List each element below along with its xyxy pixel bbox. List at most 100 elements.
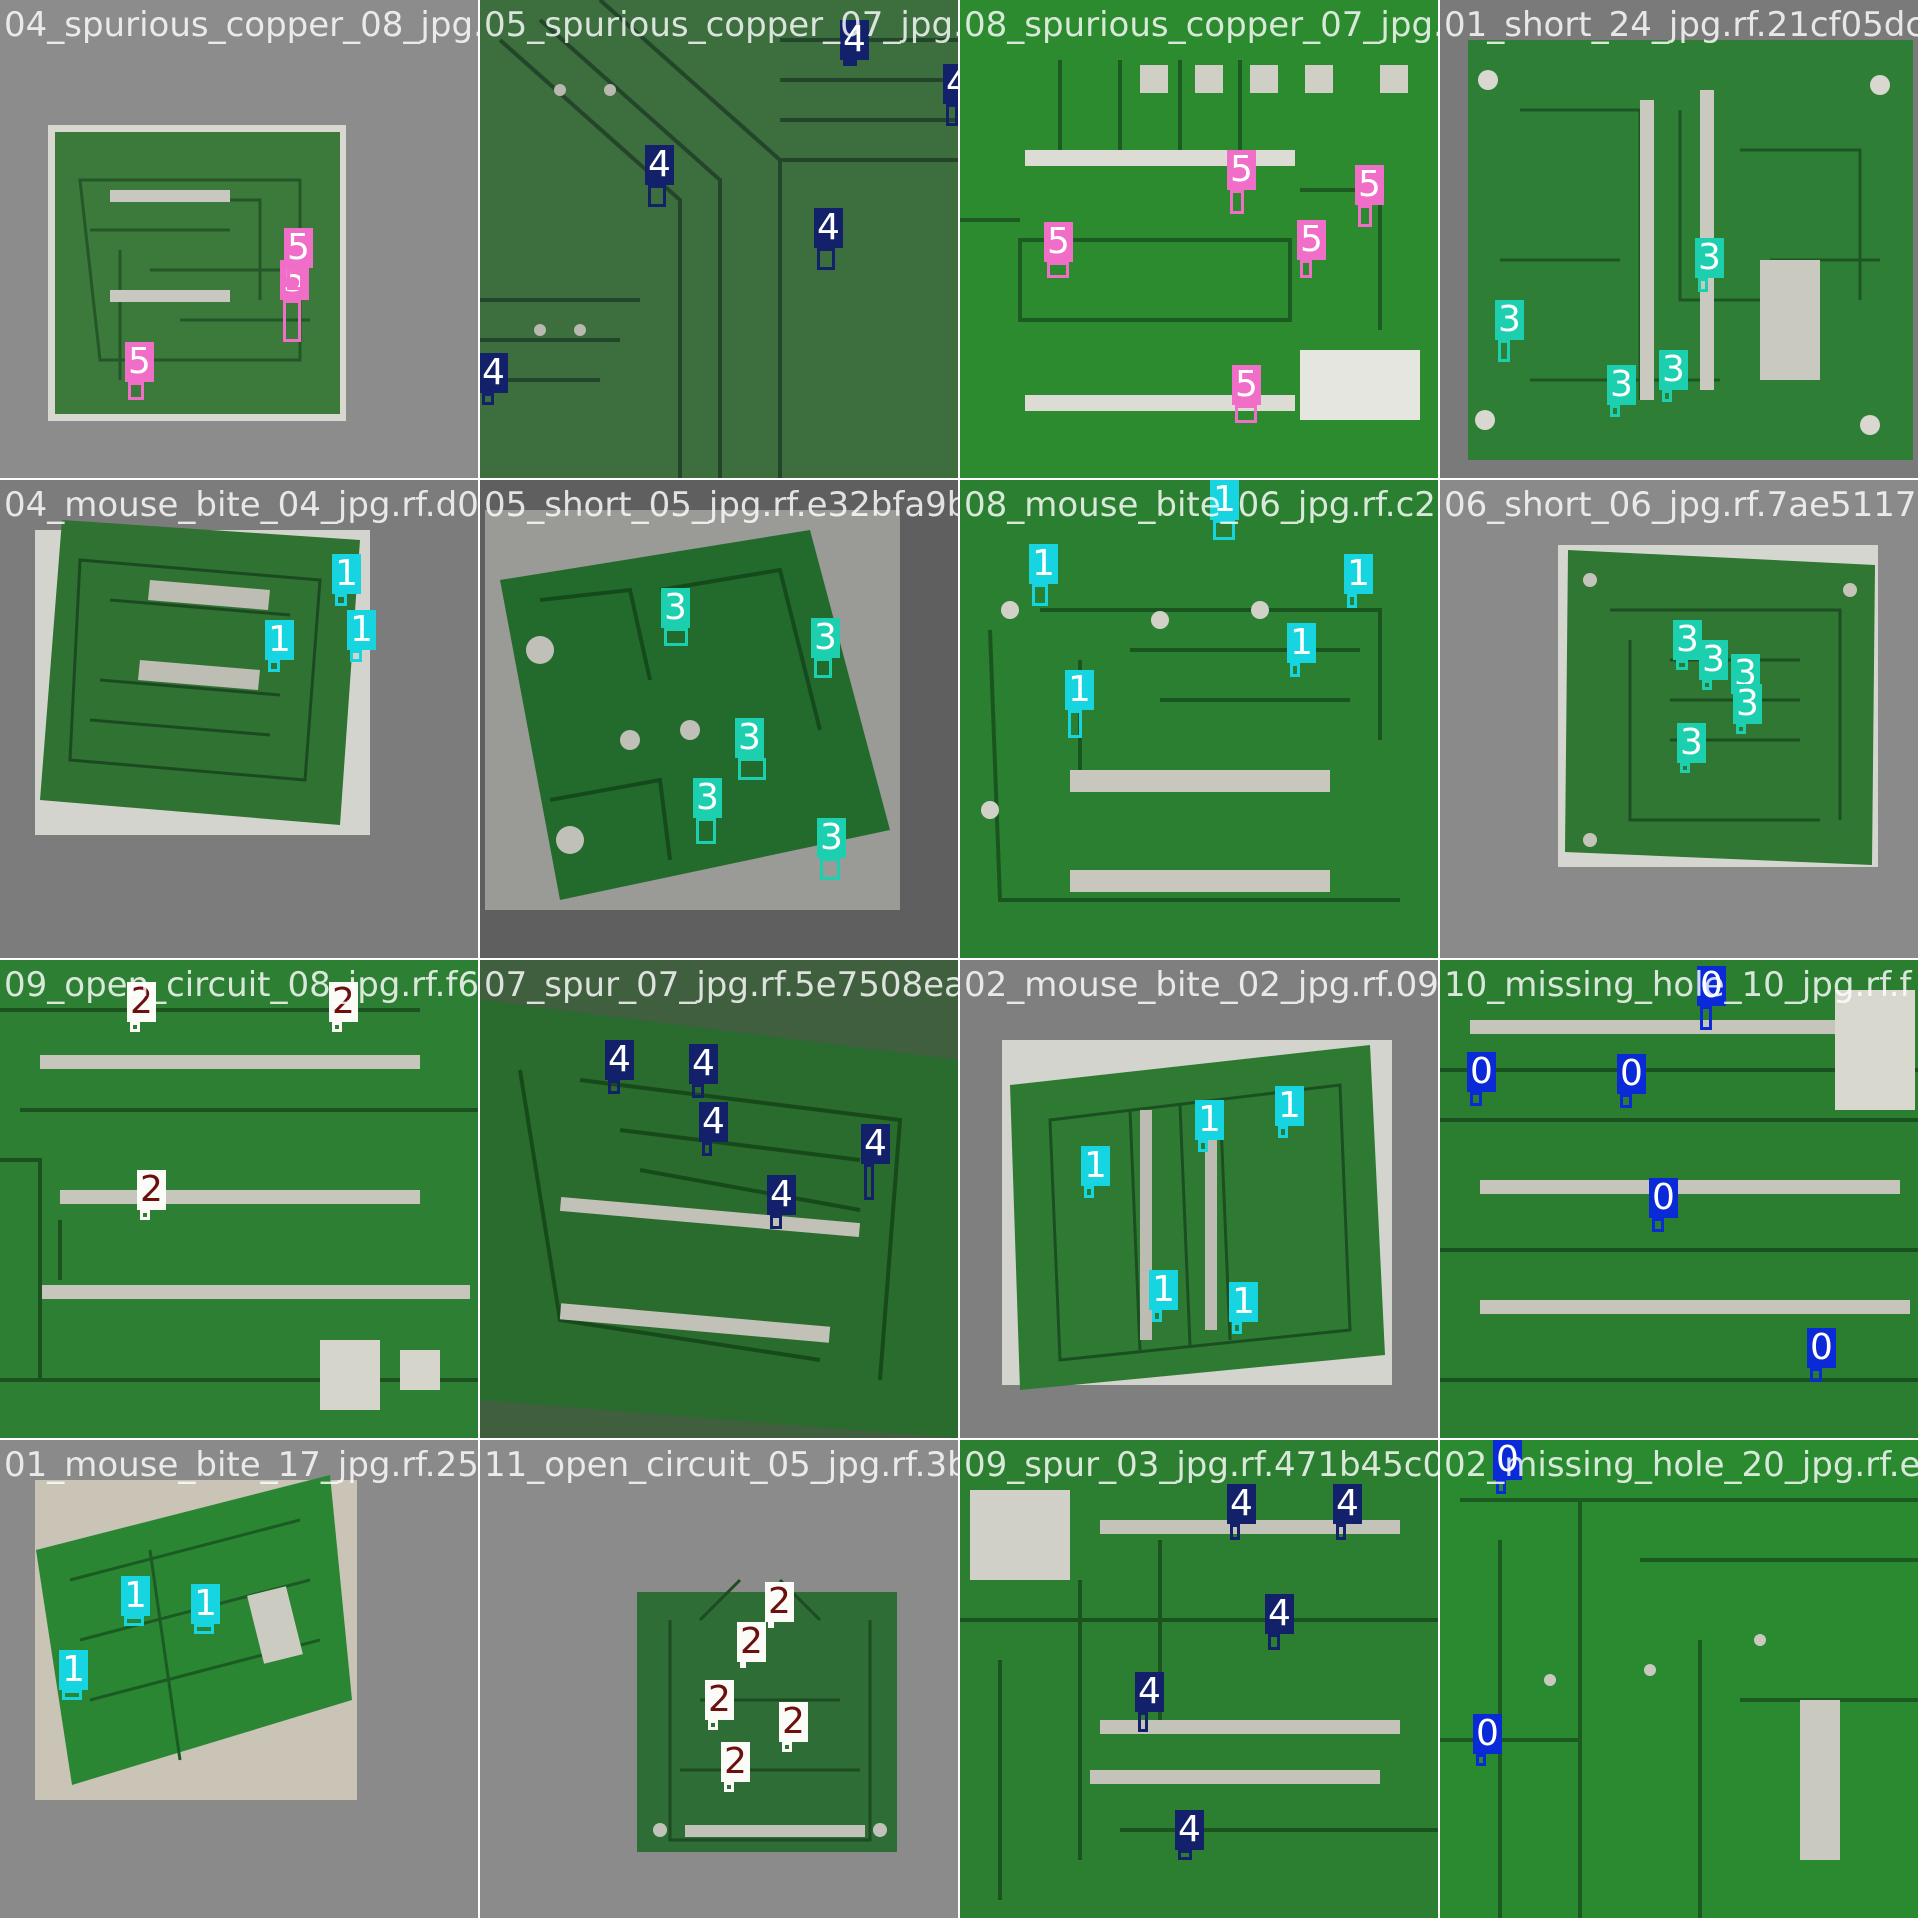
detection-box: 5 xyxy=(280,260,309,342)
class-label: 3 xyxy=(1607,365,1636,405)
class-label: 3 xyxy=(1695,238,1724,278)
class-label: 3 xyxy=(811,618,840,658)
detection-box: 1 xyxy=(1287,623,1316,677)
detection-box: 2 xyxy=(779,1702,808,1752)
tile-9: 07_spur_07_jpg.rf.5e7508ea75 4 4 4 4 4 xyxy=(480,960,958,1438)
detection-box: 0 xyxy=(1473,1714,1502,1766)
detection-box: 5 xyxy=(1355,165,1384,227)
detection-box: 4 xyxy=(861,1124,890,1200)
class-label: 4 xyxy=(689,1044,718,1084)
class-label: 5 xyxy=(1044,222,1073,262)
class-label: 1 xyxy=(1081,1146,1110,1186)
detection-box: 2 xyxy=(137,1170,166,1220)
class-label: 1 xyxy=(1229,1282,1258,1322)
tile-15: 02_missing_hole_20_jpg.rf.e 0 0 xyxy=(1440,1440,1918,1918)
class-label: 2 xyxy=(137,1170,166,1210)
class-label: 4 xyxy=(1175,1810,1204,1850)
detection-box: 4 xyxy=(645,145,674,207)
class-label: 3 xyxy=(1699,640,1728,680)
detection-box: 3 xyxy=(817,818,846,880)
pcb-image xyxy=(480,960,958,1438)
detection-box: 4 xyxy=(1227,1484,1256,1540)
detection-box: 4 xyxy=(480,353,508,405)
detection-box: 4 xyxy=(1333,1484,1362,1540)
class-label: 1 xyxy=(59,1650,88,1690)
detection-box: 4 xyxy=(689,1044,718,1098)
detection-box: 1 xyxy=(1065,670,1094,738)
class-label: 3 xyxy=(1677,723,1706,763)
divider-h xyxy=(0,958,1920,960)
class-label: 4 xyxy=(814,208,843,248)
divider-v xyxy=(1438,0,1440,1920)
class-label: 1 xyxy=(1344,554,1373,594)
class-label: 4 xyxy=(840,20,869,60)
divider-v xyxy=(958,0,960,1920)
class-label: 0 xyxy=(1467,1052,1496,1092)
detection-box: 3 xyxy=(1733,684,1762,734)
tile-0: 04_spurious_copper_08_jpg.rf.53e36c4027d… xyxy=(0,0,478,478)
detection-box: 3 xyxy=(1699,640,1728,690)
detection-box: 1 xyxy=(191,1584,220,1634)
class-label: 2 xyxy=(737,1622,766,1662)
class-label: 5 xyxy=(284,228,313,268)
divider-h xyxy=(0,1438,1920,1440)
class-label: 3 xyxy=(1659,350,1688,390)
class-label: 4 xyxy=(767,1175,796,1215)
pcb-image xyxy=(960,0,1438,478)
detection-box: 1 xyxy=(1229,1282,1258,1334)
class-label: 0 xyxy=(1649,1178,1678,1218)
class-label: 2 xyxy=(721,1742,750,1782)
detection-box: 5 xyxy=(1232,365,1261,423)
class-label: 4 xyxy=(1265,1594,1294,1634)
class-label: 0 xyxy=(1493,1440,1522,1480)
pcb-image xyxy=(480,1440,958,1918)
detection-box: 5 xyxy=(284,228,313,290)
class-label: 2 xyxy=(705,1680,734,1720)
class-label: 1 xyxy=(1029,544,1058,584)
class-label: 1 xyxy=(191,1584,220,1624)
class-label: 1 xyxy=(1210,480,1239,520)
detection-box: 1 xyxy=(1149,1270,1178,1322)
detection-box: 1 xyxy=(1344,554,1373,608)
detection-box: 5 xyxy=(1297,220,1326,278)
detection-box: 1 xyxy=(1210,480,1239,540)
class-label: 4 xyxy=(943,64,958,104)
detection-box: 5 xyxy=(1227,150,1256,214)
class-label: 5 xyxy=(1232,365,1261,405)
detection-box: 3 xyxy=(1695,238,1724,292)
class-label: 3 xyxy=(1733,684,1762,724)
pcb-image xyxy=(1440,1440,1918,1918)
class-label: 4 xyxy=(480,353,508,393)
tile-3: 01_short_24_jpg.rf.21cf05dc 3 3 3 3 xyxy=(1440,0,1918,478)
detection-box: 3 xyxy=(661,588,690,646)
pcb-image xyxy=(480,480,958,958)
class-label: 1 xyxy=(332,554,361,594)
detection-box: 4 xyxy=(1175,1810,1204,1860)
detection-box: 3 xyxy=(693,778,722,844)
class-label: 1 xyxy=(121,1576,150,1616)
tile-1: 05_spurious_copper_07_jpg.rf.3c40403e8 4… xyxy=(480,0,958,478)
divider-h xyxy=(0,478,1920,480)
detection-box: 1 xyxy=(1029,544,1058,606)
detection-box: 3 xyxy=(1659,350,1688,402)
class-label: 5 xyxy=(1355,165,1384,205)
class-label: 4 xyxy=(1135,1672,1164,1712)
pcb-image xyxy=(1440,480,1918,958)
class-label: 1 xyxy=(265,620,294,660)
detection-box: 3 xyxy=(811,618,840,678)
pcb-image xyxy=(0,480,478,958)
detection-box: 5 xyxy=(1044,222,1073,278)
class-label: 2 xyxy=(127,982,156,1022)
class-label: 3 xyxy=(693,778,722,818)
class-label: 4 xyxy=(1227,1484,1256,1524)
class-label: 1 xyxy=(1195,1100,1224,1140)
detection-box: 2 xyxy=(721,1742,750,1792)
class-label: 0 xyxy=(1473,1714,1502,1754)
detection-box: 1 xyxy=(1081,1146,1110,1198)
detection-box: 2 xyxy=(127,982,156,1032)
detection-box: 0 xyxy=(1649,1178,1678,1232)
class-label: 1 xyxy=(1287,623,1316,663)
tile-13: 11_open_circuit_05_jpg.rf.3b09e344e037e … xyxy=(480,1440,958,1918)
class-label: 0 xyxy=(1807,1328,1836,1368)
